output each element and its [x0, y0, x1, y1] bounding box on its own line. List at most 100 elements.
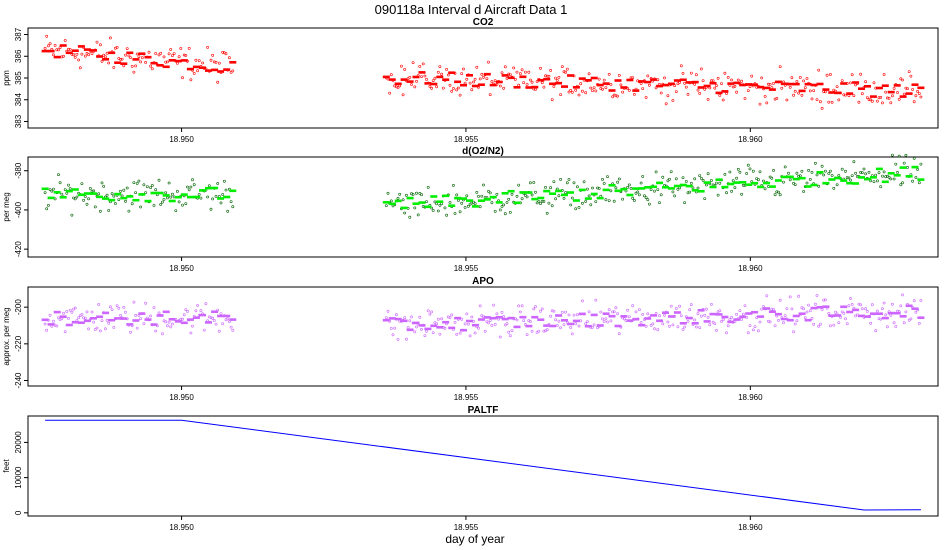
d-o2-n2-point	[191, 178, 194, 182]
apo-point	[144, 301, 148, 305]
apo-point	[765, 294, 769, 298]
d-o2-n2-point	[840, 167, 844, 171]
co2-point	[591, 89, 594, 93]
d-o2-n2-point	[134, 191, 138, 195]
d-o2-n2-point	[897, 154, 901, 158]
d-o2-n2-point	[643, 194, 646, 198]
d-o2-n2-point	[577, 206, 581, 209]
co2-point	[441, 86, 445, 90]
d-o2-n2-point	[659, 193, 663, 197]
co2-point	[53, 44, 57, 47]
d-o2-n2-point	[850, 174, 854, 178]
co2-point	[829, 73, 832, 76]
co2-point	[162, 55, 166, 59]
d-o2-n2-point	[609, 189, 613, 193]
apo-point	[217, 329, 221, 333]
d-o2-n2-point	[775, 190, 779, 194]
apo-point	[735, 312, 739, 316]
co2-point	[869, 98, 873, 102]
d-o2-n2-point	[778, 193, 782, 197]
d-o2-n2-point	[730, 189, 734, 193]
co2-point	[740, 79, 744, 83]
apo-point	[477, 326, 480, 330]
d-o2-n2-point	[782, 180, 785, 184]
apo-point	[436, 317, 440, 321]
d-o2-n2-point	[716, 193, 720, 197]
d-o2-n2-point	[420, 193, 423, 197]
co2-point	[57, 48, 60, 52]
apo-point	[384, 316, 388, 320]
figure-title: 090118a Interval d Aircraft Data 1	[375, 2, 568, 17]
co2-point	[211, 53, 215, 57]
d-o2-n2-point	[751, 169, 755, 173]
d-o2-n2-point	[411, 193, 415, 196]
d-o2-n2-point	[817, 184, 821, 188]
d-o2-n2-point	[154, 188, 158, 192]
co2-point	[463, 81, 467, 85]
d-o2-n2-point	[589, 203, 593, 207]
d-o2-n2-point	[401, 198, 405, 202]
co2-point	[423, 74, 427, 78]
d-o2-n2-point	[112, 194, 116, 198]
apo-point	[463, 322, 467, 326]
apo-point	[631, 304, 635, 308]
d-o2-n2-point	[621, 197, 625, 201]
d-o2-n2-point	[874, 173, 878, 177]
d-o2-n2-point	[570, 196, 574, 200]
co2-point	[790, 76, 794, 80]
d-o2-n2-point	[731, 179, 735, 183]
apo-point	[760, 307, 764, 311]
apo-point	[847, 304, 851, 308]
apo-point	[199, 309, 203, 313]
d-o2-n2-point	[735, 176, 739, 180]
apo-point	[204, 302, 208, 306]
paltf-ytick-label: 20000	[14, 431, 23, 454]
d-o2-n2-point	[500, 205, 504, 208]
d-o2-n2-point	[142, 183, 146, 187]
d-o2-n2-point	[879, 185, 883, 189]
apo-point	[229, 325, 233, 329]
apo-point	[167, 320, 171, 324]
co2-point	[870, 99, 874, 103]
apo-point	[622, 317, 626, 321]
apo-point	[718, 309, 722, 313]
apo-point	[389, 327, 393, 330]
d-o2-n2-point	[73, 197, 77, 201]
apo-point	[783, 314, 787, 318]
d-o2-n2-point	[860, 171, 864, 175]
apo-point	[455, 332, 459, 336]
d-o2-n2-point	[480, 194, 484, 198]
d-o2-n2-point	[495, 192, 499, 196]
apo-point	[627, 315, 631, 319]
d-o2-n2-point	[612, 199, 616, 203]
co2-point	[666, 94, 670, 98]
apo-point	[882, 301, 886, 305]
d-o2-n2-point	[550, 204, 554, 208]
co2-point	[594, 89, 598, 93]
apo-point	[570, 332, 574, 336]
co2-point	[87, 53, 91, 57]
co2-point	[433, 76, 437, 80]
apo-point	[214, 322, 218, 326]
d-o2-n2-point	[415, 191, 418, 195]
co2-point	[431, 79, 435, 83]
co2-point	[461, 67, 465, 71]
d-o2-n2-point	[562, 196, 566, 200]
d-o2-n2-point	[725, 191, 728, 195]
apo-point	[700, 314, 703, 318]
co2-point	[854, 83, 858, 87]
co2-point	[48, 42, 52, 46]
co2-point	[865, 96, 869, 100]
paltf-ytick-label: 0	[14, 510, 23, 515]
apo-point	[107, 321, 111, 325]
apo-point	[577, 324, 581, 328]
co2-point	[197, 59, 201, 63]
d-o2-n2-point	[149, 186, 153, 190]
co2-point	[909, 74, 913, 78]
apo-xtick-label: 18.960	[738, 393, 763, 402]
co2-point	[549, 69, 553, 72]
apo-point	[129, 330, 132, 334]
d-o2-n2-point	[820, 164, 824, 168]
apo-point	[849, 297, 852, 300]
